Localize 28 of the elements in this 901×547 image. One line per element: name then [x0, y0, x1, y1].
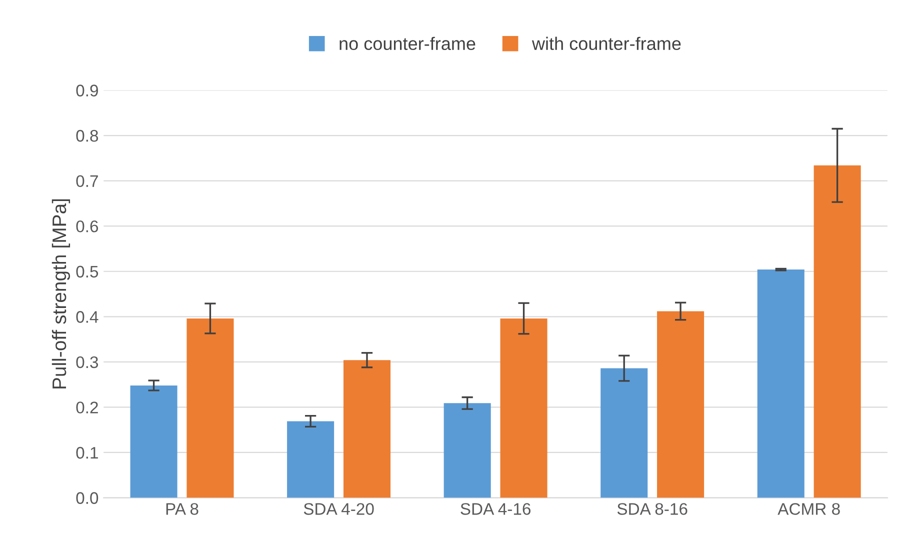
- bar: [287, 421, 334, 498]
- bar: [130, 385, 178, 498]
- y-tick-label: 0.7: [76, 175, 98, 188]
- x-tick-label: PA 8: [166, 503, 198, 515]
- y-tick-label: 0.3: [76, 356, 98, 368]
- y-tick-label: 0.0: [76, 492, 98, 504]
- legend-label: with counter-frame: [532, 36, 681, 50]
- y-tick-label: 0.2: [76, 402, 98, 414]
- bar: [500, 318, 548, 498]
- x-tick-label: ACMR 8: [778, 503, 840, 515]
- bar: [814, 165, 861, 498]
- y-tick-label: 0.5: [76, 266, 98, 278]
- bar: [757, 270, 804, 498]
- bar: [343, 360, 391, 498]
- y-tick-label: 0.1: [76, 446, 98, 459]
- x-tick-label: SDA 4-16: [460, 503, 530, 515]
- legend-label: no counter-frame: [340, 36, 476, 50]
- y-tick-label: 0.8: [76, 130, 98, 142]
- bar: [186, 318, 234, 498]
- bar: [657, 311, 704, 498]
- bar: [600, 368, 648, 498]
- x-tick-label: SDA 8-16: [617, 503, 688, 515]
- y-tick-label: 0.4: [76, 311, 98, 323]
- y-axis-title: Pull-off strength [MPa]: [52, 199, 70, 388]
- x-tick-label: SDA 4-20: [304, 503, 374, 515]
- y-tick-label: 0.6: [76, 220, 98, 232]
- bar: [444, 403, 491, 498]
- y-tick-label: 0.9: [76, 84, 98, 96]
